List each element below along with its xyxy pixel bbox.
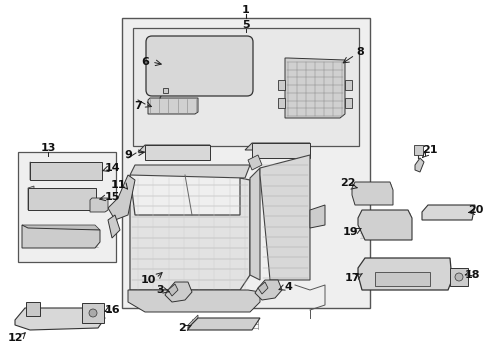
Polygon shape xyxy=(351,182,392,205)
Text: 19: 19 xyxy=(342,227,357,237)
Text: 17: 17 xyxy=(344,273,359,283)
Polygon shape xyxy=(138,145,209,152)
Bar xyxy=(163,88,168,93)
Polygon shape xyxy=(421,205,474,220)
Polygon shape xyxy=(28,186,34,210)
Polygon shape xyxy=(30,162,35,180)
Polygon shape xyxy=(345,98,351,108)
Text: 3: 3 xyxy=(156,285,163,295)
Bar xyxy=(374,272,429,286)
Polygon shape xyxy=(130,175,249,290)
Circle shape xyxy=(89,309,97,317)
Text: 9: 9 xyxy=(124,150,132,160)
Text: 5: 5 xyxy=(242,20,249,30)
Polygon shape xyxy=(278,98,285,108)
Polygon shape xyxy=(108,175,135,220)
Bar xyxy=(133,28,358,146)
Polygon shape xyxy=(285,58,345,118)
Polygon shape xyxy=(309,205,325,228)
Polygon shape xyxy=(168,284,178,296)
Text: 16: 16 xyxy=(104,305,120,315)
Circle shape xyxy=(454,273,462,281)
Text: 18: 18 xyxy=(463,270,479,280)
Bar xyxy=(26,302,40,316)
Text: 11: 11 xyxy=(110,180,125,190)
Text: 21: 21 xyxy=(421,145,437,155)
Text: 7: 7 xyxy=(134,101,142,111)
Polygon shape xyxy=(90,198,108,212)
Bar xyxy=(413,145,422,155)
Polygon shape xyxy=(244,143,309,150)
Bar xyxy=(122,18,369,308)
Polygon shape xyxy=(345,80,351,90)
Polygon shape xyxy=(148,98,198,114)
Polygon shape xyxy=(278,80,285,90)
Polygon shape xyxy=(108,215,120,238)
Text: 13: 13 xyxy=(40,143,56,153)
Text: 10: 10 xyxy=(140,275,155,285)
Text: 1: 1 xyxy=(242,5,249,15)
Bar xyxy=(18,152,116,262)
Polygon shape xyxy=(15,308,105,330)
Text: 14: 14 xyxy=(104,163,120,173)
Polygon shape xyxy=(260,155,309,280)
Polygon shape xyxy=(145,145,209,160)
Text: 15: 15 xyxy=(104,192,120,202)
Bar xyxy=(30,162,102,180)
Polygon shape xyxy=(254,280,282,300)
Polygon shape xyxy=(357,258,451,290)
Polygon shape xyxy=(187,318,260,330)
Polygon shape xyxy=(22,225,100,248)
Text: 8: 8 xyxy=(355,47,363,57)
Text: 20: 20 xyxy=(468,205,483,215)
Bar xyxy=(449,268,467,286)
Bar xyxy=(82,303,104,323)
Polygon shape xyxy=(247,155,262,170)
Polygon shape xyxy=(164,282,192,302)
Polygon shape xyxy=(128,290,260,312)
Text: 2: 2 xyxy=(178,323,185,333)
Text: 6: 6 xyxy=(141,57,149,67)
Polygon shape xyxy=(130,165,249,178)
Text: 22: 22 xyxy=(340,178,355,188)
Polygon shape xyxy=(357,210,411,240)
Polygon shape xyxy=(187,315,198,328)
Polygon shape xyxy=(414,158,423,172)
Polygon shape xyxy=(251,143,309,158)
FancyBboxPatch shape xyxy=(146,36,252,96)
Text: 4: 4 xyxy=(284,282,291,292)
Text: 12: 12 xyxy=(7,333,23,343)
Polygon shape xyxy=(22,225,100,230)
Polygon shape xyxy=(258,282,267,294)
Polygon shape xyxy=(249,168,260,280)
Bar xyxy=(28,188,96,210)
